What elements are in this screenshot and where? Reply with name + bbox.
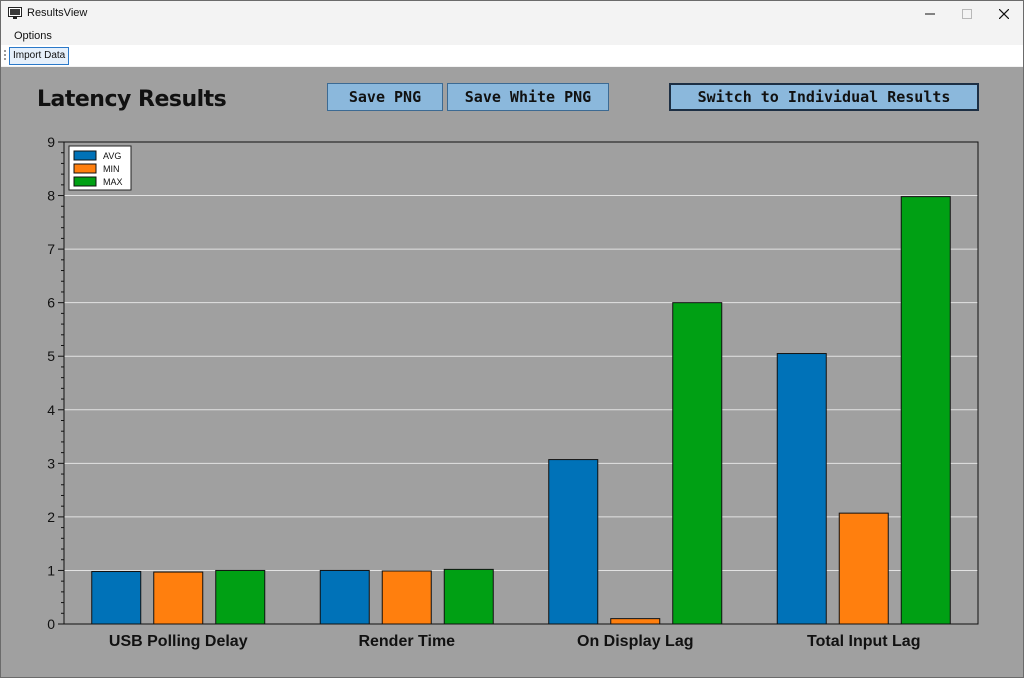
bar-avg[interactable] xyxy=(548,459,599,625)
menu-item-options[interactable]: Options xyxy=(14,30,52,42)
y-tick-label: 7 xyxy=(47,241,55,257)
title-bar[interactable]: ResultsView xyxy=(1,1,1023,27)
bar-min[interactable] xyxy=(610,618,661,625)
y-tick-label: 0 xyxy=(47,616,55,632)
bar-max[interactable] xyxy=(900,196,951,625)
y-tick-label: 6 xyxy=(47,295,55,311)
page-title: Latency Results xyxy=(37,87,227,112)
maximize-icon xyxy=(962,9,972,19)
bar-min[interactable] xyxy=(838,512,889,625)
y-tick-label: 8 xyxy=(47,188,55,204)
bar-max[interactable] xyxy=(215,569,266,625)
y-tick-label: 3 xyxy=(47,455,55,471)
legend-swatch-min xyxy=(73,163,97,174)
y-tick-label: 2 xyxy=(47,509,55,525)
latency-bar-chart: 0 1 2 3 4 5 6 7 8 9 USB Polling Delay Render Time On… xyxy=(47,134,979,650)
import-data-button[interactable]: Import Data xyxy=(9,47,70,65)
x-category-label: Render Time xyxy=(358,633,455,650)
switch-to-individual-results-button[interactable]: Switch to Individual Results xyxy=(669,83,979,111)
plot-frame xyxy=(63,141,979,625)
close-button[interactable] xyxy=(985,1,1023,27)
legend-label-avg: AVG xyxy=(103,151,121,161)
y-tick-label: 5 xyxy=(47,348,55,364)
bar-avg[interactable] xyxy=(776,353,827,625)
close-icon xyxy=(999,9,1009,19)
x-category-label: On Display Lag xyxy=(577,633,693,650)
legend-swatch-max xyxy=(73,176,97,187)
toolbar-grip-icon[interactable] xyxy=(4,50,6,62)
menu-bar: Options xyxy=(1,27,1023,45)
maximize-button[interactable] xyxy=(948,1,986,27)
y-tick-label: 4 xyxy=(47,402,55,418)
minimize-icon xyxy=(925,13,935,15)
legend-label-max: MAX xyxy=(103,177,123,187)
bar-avg[interactable] xyxy=(91,571,142,625)
window-title: ResultsView xyxy=(27,7,88,19)
legend-label-min: MIN xyxy=(103,164,120,174)
x-category-label: Total Input Lag xyxy=(807,633,920,650)
bar-max[interactable] xyxy=(672,302,723,625)
save-white-png-button[interactable]: Save White PNG xyxy=(447,83,609,111)
bar-min[interactable] xyxy=(153,571,204,625)
main-panel: Latency Results Save PNG Save White PNG … xyxy=(1,67,1023,677)
minimize-button[interactable] xyxy=(911,1,949,27)
legend-swatch-avg xyxy=(73,150,97,161)
monitor-icon xyxy=(8,7,22,19)
y-tick-label: 9 xyxy=(47,134,55,150)
y-tick-label: 1 xyxy=(47,562,55,578)
bar-max[interactable] xyxy=(443,568,494,625)
bar-avg[interactable] xyxy=(319,569,370,625)
bar-min[interactable] xyxy=(381,570,432,625)
x-category-label: USB Polling Delay xyxy=(109,633,248,650)
save-png-button[interactable]: Save PNG xyxy=(327,83,443,111)
toolbar: Import Data xyxy=(1,45,1023,66)
